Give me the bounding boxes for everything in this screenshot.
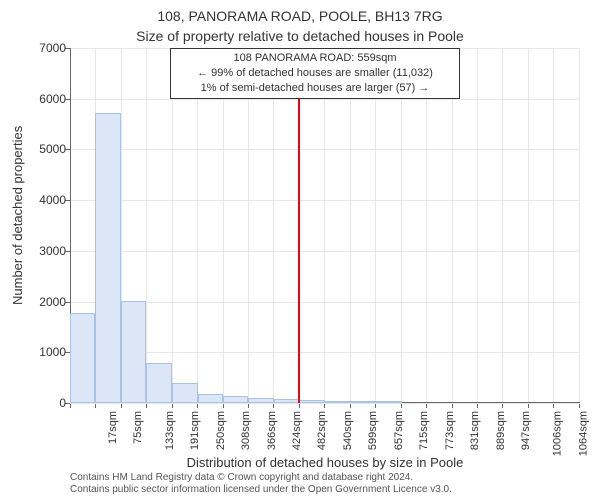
histogram-bar <box>351 401 376 403</box>
footer: Contains HM Land Registry data © Crown c… <box>70 472 590 496</box>
histogram-bar <box>95 113 120 403</box>
histogram-bar <box>376 401 401 403</box>
y-tick-label: 4000 <box>10 193 66 207</box>
address-title: 108, PANORAMA ROAD, POOLE, BH13 7RG <box>0 8 600 24</box>
chart-container: 108, PANORAMA ROAD, POOLE, BH13 7RG Size… <box>0 0 600 500</box>
grid-line-h <box>70 403 580 404</box>
y-tick-label: 6000 <box>10 92 66 106</box>
grid-line-v <box>477 48 478 403</box>
histogram-bar <box>146 363 171 403</box>
histogram-bar <box>299 400 324 403</box>
x-tick-label: 599sqm <box>367 411 379 450</box>
x-tick-label: 1064sqm <box>577 411 589 456</box>
chart-subtitle: Size of property relative to detached ho… <box>0 28 600 44</box>
x-tick-label: 366sqm <box>266 411 278 450</box>
histogram-bar <box>274 399 299 403</box>
y-tick-label: 2000 <box>10 295 66 309</box>
grid-line-v <box>375 48 376 403</box>
grid-line-v <box>579 48 580 403</box>
histogram-bar <box>198 394 223 403</box>
histogram-bar <box>325 401 350 403</box>
footer-line-1: Contains HM Land Registry data © Crown c… <box>70 472 590 484</box>
info-line-3: 1% of semi-detached houses are larger (5… <box>175 81 455 96</box>
x-tick-label: 250sqm <box>215 411 227 450</box>
grid-line-v <box>350 48 351 403</box>
x-axis-label: Distribution of detached houses by size … <box>70 455 580 470</box>
grid-line-v <box>197 48 198 403</box>
grid-line-v <box>172 48 173 403</box>
grid-line-v <box>452 48 453 403</box>
footer-line-2: Contains public sector information licen… <box>70 484 590 496</box>
y-tick-label: 3000 <box>10 244 66 258</box>
grid-line-v <box>528 48 529 403</box>
x-tick-label: 773sqm <box>444 411 456 450</box>
y-axis-label: Number of detached properties <box>10 0 25 430</box>
grid-line-v <box>273 48 274 403</box>
info-box: 108 PANORAMA ROAD: 559sqm ← 99% of detac… <box>170 48 460 99</box>
y-tick-label: 0 <box>10 396 66 410</box>
info-line-2: ← 99% of detached houses are smaller (11… <box>175 66 455 81</box>
property-marker-line <box>298 48 300 403</box>
grid-line-v <box>248 48 249 403</box>
x-tick-label: 889sqm <box>495 411 507 450</box>
x-tick-label: 947sqm <box>520 411 532 450</box>
x-tick-label: 831sqm <box>469 411 481 450</box>
y-tick-label: 7000 <box>10 41 66 55</box>
grid-line-v <box>324 48 325 403</box>
x-tick-label: 133sqm <box>164 411 176 450</box>
grid-line-v <box>401 48 402 403</box>
grid-line-v <box>223 48 224 403</box>
x-tick-label: 1006sqm <box>552 411 564 456</box>
x-tick-label: 482sqm <box>317 411 329 450</box>
x-tick-label: 75sqm <box>132 411 144 444</box>
grid-line-v <box>553 48 554 403</box>
grid-line-v <box>426 48 427 403</box>
histogram-bar <box>223 396 248 403</box>
info-line-1: 108 PANORAMA ROAD: 559sqm <box>175 51 455 66</box>
plot-area: 0100020003000400050006000700017sqm75sqm1… <box>70 48 580 403</box>
x-tick-label: 191sqm <box>189 411 201 450</box>
histogram-bar <box>121 301 146 403</box>
histogram-bar <box>70 313 95 403</box>
grid-line-v <box>146 48 147 403</box>
x-tick-label: 540sqm <box>342 411 354 450</box>
x-tick-label: 308sqm <box>240 411 252 450</box>
y-tick-label: 1000 <box>10 345 66 359</box>
y-tick-label: 5000 <box>10 142 66 156</box>
x-tick-label: 17sqm <box>107 411 119 444</box>
grid-line-v <box>502 48 503 403</box>
histogram-bar <box>248 398 273 403</box>
histogram-bar <box>172 383 197 403</box>
x-tick-label: 424sqm <box>291 411 303 450</box>
x-tick-label: 715sqm <box>418 411 430 450</box>
x-tick-label: 657sqm <box>393 411 405 450</box>
